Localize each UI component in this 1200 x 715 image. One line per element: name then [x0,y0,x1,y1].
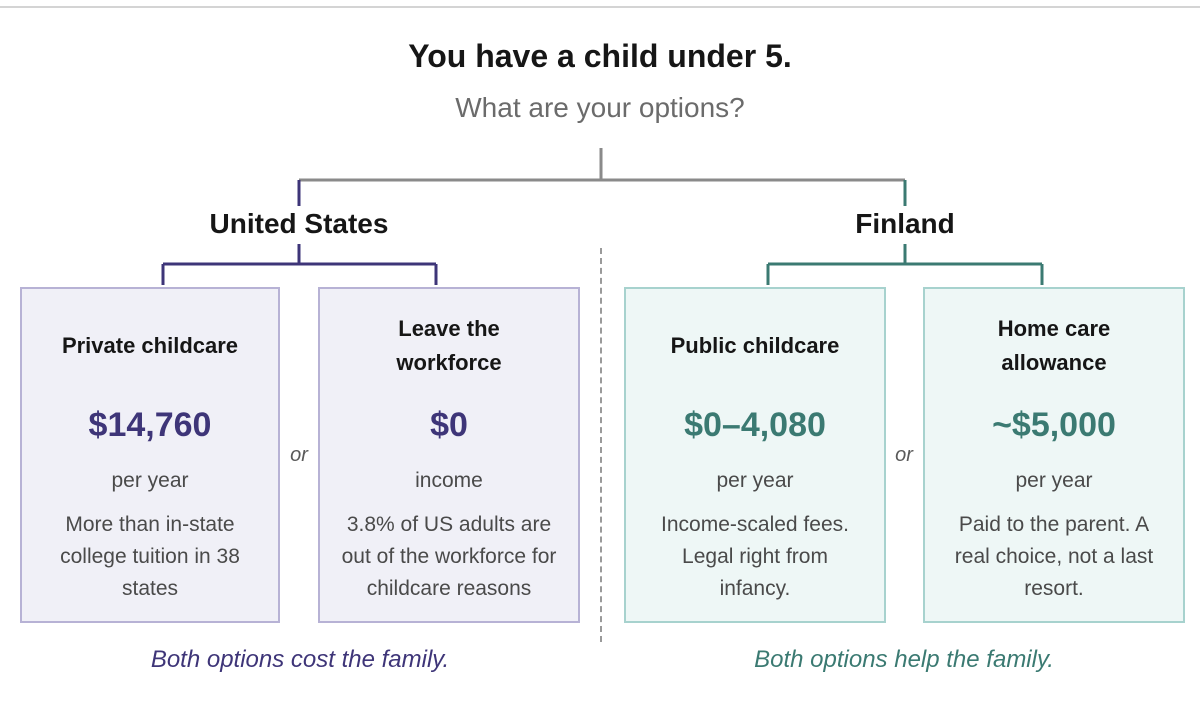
card-description: More than in-state college tuition in 38… [60,513,240,600]
top-rule [0,6,1200,8]
connector-tree [161,148,1044,285]
card-description: Income-scaled fees. Legal right from inf… [661,513,849,600]
card-unit: per year [1015,469,1093,492]
card-unit: per year [111,469,189,492]
card-public-childcare: Public childcare $0–4,080 per year Incom… [624,287,886,623]
or-label-us: or [290,444,308,466]
card-value: $0–4,080 [684,406,826,444]
card-unit: income [415,469,483,492]
card-value: $14,760 [88,406,212,444]
card-title: Leave the workforce [396,316,502,375]
card-leave-workforce: Leave the workforce $0 income 3.8% of US… [318,287,580,623]
page-title: You have a child under 5. [408,38,792,74]
card-value: $0 [430,406,468,444]
region-title-us: United States [209,208,389,239]
card-title: Home care allowance [997,316,1111,375]
card-description: Paid to the parent. A real choice, not a… [954,513,1154,600]
card-value: ~$5,000 [992,406,1116,444]
card-title: Public childcare [670,333,840,358]
summary-finland: Both options help the family. [754,646,1054,673]
card-title: Private childcare [61,333,239,358]
center-divider [600,248,602,642]
card-private-childcare: Private childcare $14,760 per year More … [20,287,280,623]
card-unit: per year [716,469,794,492]
card-description: 3.8% of US adults are out of the workfor… [341,513,557,600]
or-label-finland: or [895,444,913,466]
card-home-care-allowance: Home care allowance ~$5,000 per year Pai… [923,287,1185,623]
region-title-finland: Finland [855,208,955,239]
summary-us: Both options cost the family. [150,646,450,673]
page-subtitle: What are your options? [455,92,745,123]
